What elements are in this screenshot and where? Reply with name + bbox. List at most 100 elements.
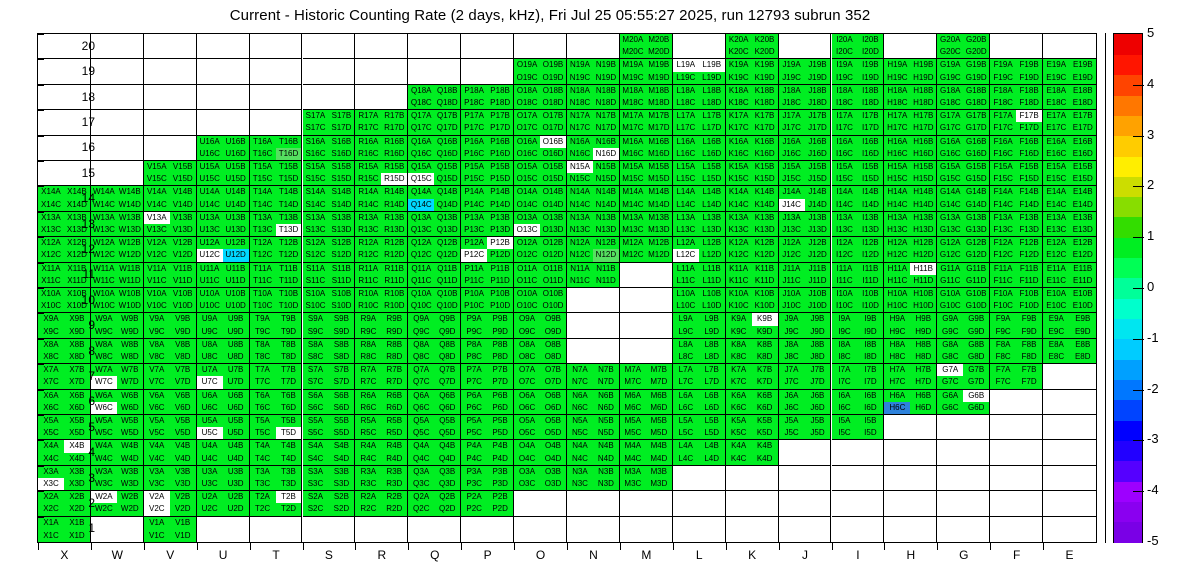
heatmap-quadrant-X3C[interactable]: X3C [38, 477, 64, 491]
heatmap-quadrant-F15D[interactable]: F15D [1016, 173, 1043, 186]
heatmap-quadrant-M5D[interactable]: M5D [645, 427, 672, 440]
heatmap-cell-O5[interactable]: O5A O5B O5C O5D [514, 415, 566, 441]
heatmap-cell-T2[interactable]: T2A T2B T2C T2D [249, 491, 302, 517]
heatmap-quadrant-G6A[interactable]: G6A [937, 389, 964, 402]
heatmap-quadrant-I17D[interactable]: I17D [857, 122, 884, 135]
heatmap-quadrant-J12B[interactable]: J12B [804, 237, 831, 250]
heatmap-quadrant-I5C[interactable]: I5C [831, 427, 858, 440]
heatmap-quadrant-M16D[interactable]: M16D [645, 147, 672, 160]
heatmap-cell-K4[interactable]: K4A K4B K4C K4D [725, 440, 778, 466]
heatmap-quadrant-T14A[interactable]: T14A [249, 186, 276, 199]
heatmap-quadrant-U16B[interactable]: U16B [222, 135, 249, 148]
heatmap-cell-P12[interactable]: P12A P12B P12C P12D [461, 237, 514, 263]
heatmap-cell-F19[interactable]: F19A F19B F19C F19D [990, 59, 1043, 85]
heatmap-quadrant-U6D[interactable]: U6D [222, 401, 249, 414]
heatmap-quadrant-T14C[interactable]: T14C [249, 198, 276, 211]
heatmap-quadrant-K8A[interactable]: K8A [725, 338, 752, 351]
heatmap-quadrant-I19A[interactable]: I19A [831, 59, 858, 72]
heatmap-quadrant-Q7B[interactable]: Q7B [434, 364, 461, 377]
heatmap-quadrant-Q13D[interactable]: Q13D [434, 223, 461, 237]
heatmap-cell-V15[interactable]: V15A V15B V15C V15D [143, 161, 196, 187]
heatmap-cell-T12[interactable]: T12A T12B T12C T12D [249, 237, 302, 263]
heatmap-cell-P8[interactable]: P8A P8B P8C P8D [461, 338, 514, 365]
heatmap-quadrant-F17D[interactable]: F17D [1016, 122, 1043, 135]
heatmap-quadrant-I11D[interactable]: I11D [857, 274, 884, 287]
heatmap-quadrant-W8D[interactable]: W8D [116, 350, 143, 364]
heatmap-quadrant-T9B[interactable]: T9B [275, 313, 302, 326]
heatmap-cell-P16[interactable]: P16A P16B P16C P16D [461, 135, 514, 161]
heatmap-quadrant-J10A[interactable]: J10A [778, 288, 805, 301]
heatmap-quadrant-R4C[interactable]: R4C [355, 452, 382, 465]
heatmap-quadrant-L7C[interactable]: L7C [672, 376, 699, 389]
heatmap-quadrant-F10C[interactable]: F10C [990, 300, 1017, 313]
heatmap-quadrant-U5B[interactable]: U5B [222, 415, 249, 428]
heatmap-quadrant-O6D[interactable]: O6D [540, 401, 566, 414]
heatmap-quadrant-X12D[interactable]: X12D [63, 249, 90, 262]
heatmap-quadrant-G9C[interactable]: G9C [937, 325, 964, 338]
heatmap-quadrant-V13C[interactable]: V13C [143, 223, 170, 237]
heatmap-cell-S12[interactable]: S12A S12B S12C S12D [302, 237, 355, 263]
heatmap-quadrant-O14D[interactable]: O14D [540, 198, 566, 211]
heatmap-quadrant-I17C[interactable]: I17C [831, 122, 858, 135]
heatmap-cell-L9[interactable]: L9A L9B L9C L9D [672, 313, 725, 339]
heatmap-quadrant-J14D[interactable]: J14D [804, 198, 831, 211]
heatmap-quadrant-E9D[interactable]: E9D [1069, 325, 1096, 338]
heatmap-quadrant-M7A[interactable]: M7A [619, 364, 646, 377]
heatmap-quadrant-E18B[interactable]: E18B [1069, 84, 1096, 97]
heatmap-quadrant-O8D[interactable]: O8D [540, 350, 566, 364]
heatmap-quadrant-M13A[interactable]: M13A [619, 211, 646, 224]
heatmap-quadrant-K6A[interactable]: K6A [725, 389, 752, 402]
heatmap-cell-U10[interactable]: U10A U10B U10C U10D [196, 288, 249, 314]
heatmap-quadrant-J9A[interactable]: J9A [778, 313, 805, 326]
heatmap-cell-X3[interactable]: X3A X3B X3C X3D [38, 465, 90, 492]
heatmap-quadrant-P3D[interactable]: P3D [487, 477, 514, 491]
heatmap-quadrant-R2A[interactable]: R2A [355, 491, 382, 504]
heatmap-quadrant-L17D[interactable]: L17D [698, 122, 725, 135]
heatmap-quadrant-U12B[interactable]: U12B [222, 237, 249, 250]
heatmap-cell-W11[interactable]: W11A W11B W11C W11D [90, 262, 143, 288]
heatmap-quadrant-P8B[interactable]: P8B [487, 338, 514, 351]
heatmap-cell-R16[interactable]: R16A R16B R16C R16D [355, 135, 408, 161]
heatmap-quadrant-J11D[interactable]: J11D [804, 274, 831, 287]
heatmap-quadrant-H13A[interactable]: H13A [884, 211, 911, 224]
heatmap-quadrant-O10B[interactable]: O10B [540, 288, 566, 301]
heatmap-quadrant-T15B[interactable]: T15B [275, 161, 302, 174]
heatmap-quadrant-E19B[interactable]: E19B [1069, 59, 1096, 72]
heatmap-quadrant-R12A[interactable]: R12A [355, 237, 382, 250]
heatmap-quadrant-G16D[interactable]: G16D [963, 147, 990, 160]
heatmap-quadrant-T11B[interactable]: T11B [275, 262, 302, 275]
heatmap-quadrant-S9B[interactable]: S9B [328, 313, 355, 326]
heatmap-cell-X11[interactable]: X11A X11B X11C X11D [38, 262, 90, 288]
heatmap-quadrant-N4C[interactable]: N4C [567, 452, 593, 465]
heatmap-cell-F14[interactable]: F14A F14B F14C F14D [990, 186, 1043, 212]
heatmap-cell-J8[interactable]: J8A J8B J8C J8D [778, 338, 831, 365]
heatmap-quadrant-R12D[interactable]: R12D [381, 249, 408, 262]
heatmap-quadrant-P3B[interactable]: P3B [487, 465, 514, 478]
heatmap-quadrant-X8A[interactable]: X8A [38, 338, 64, 351]
heatmap-quadrant-H9A[interactable]: H9A [884, 313, 911, 326]
heatmap-quadrant-H17D[interactable]: H17D [910, 122, 937, 135]
heatmap-quadrant-M3D[interactable]: M3D [645, 477, 672, 491]
heatmap-quadrant-X2A[interactable]: X2A [38, 491, 64, 504]
heatmap-quadrant-P4D[interactable]: P4D [487, 452, 514, 465]
heatmap-quadrant-K9D[interactable]: K9D [751, 325, 778, 338]
heatmap-quadrant-K14A[interactable]: K14A [725, 186, 752, 199]
heatmap-cell-R13[interactable]: R13A R13B R13C R13D [355, 211, 408, 238]
heatmap-quadrant-G18B[interactable]: G18B [963, 84, 990, 97]
heatmap-cell-K20[interactable]: K20A K20B K20C K20D [725, 34, 778, 60]
heatmap-cell-O14[interactable]: O14A O14B O14C O14D [514, 186, 566, 212]
heatmap-quadrant-M6C[interactable]: M6C [619, 401, 646, 414]
heatmap-cell-L17[interactable]: L17A L17B L17C L17D [672, 110, 725, 136]
heatmap-quadrant-T12B[interactable]: T12B [275, 237, 302, 250]
heatmap-cell-E16[interactable]: E16A E16B E16C E16D [1043, 135, 1096, 161]
heatmap-quadrant-T4C[interactable]: T4C [249, 452, 276, 465]
heatmap-cell-U11[interactable]: U11A U11B U11C U11D [196, 262, 249, 288]
heatmap-quadrant-G7B[interactable]: G7B [963, 364, 990, 377]
heatmap-quadrant-J9B[interactable]: J9B [804, 313, 831, 326]
heatmap-quadrant-O17A[interactable]: O17A [514, 110, 541, 123]
heatmap-cell-O15[interactable]: O15A O15B O15C O15D [514, 161, 566, 187]
heatmap-quadrant-O4A[interactable]: O4A [514, 440, 541, 453]
heatmap-quadrant-P18C[interactable]: P18C [461, 96, 488, 110]
heatmap-quadrant-L9A[interactable]: L9A [672, 313, 699, 326]
heatmap-quadrant-Q2A[interactable]: Q2A [408, 491, 435, 504]
